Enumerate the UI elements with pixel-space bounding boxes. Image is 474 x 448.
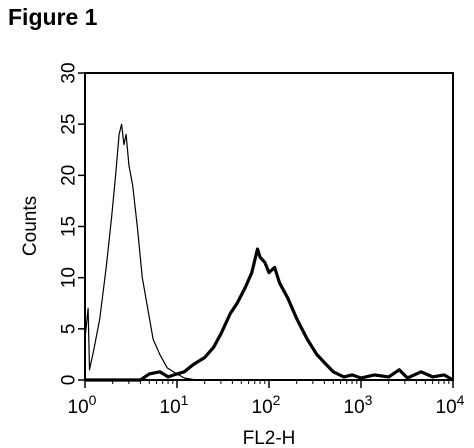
x-tick-label: 102 xyxy=(252,392,281,418)
x-axis-label: FL2-H xyxy=(243,428,296,448)
series-line-thin xyxy=(84,123,196,381)
plot-frame xyxy=(84,72,454,381)
y-tick-label: 25 xyxy=(59,114,80,135)
x-axis-ticks: 100 101 102 103 104 xyxy=(68,380,465,418)
x-tick-exponent: 2 xyxy=(273,392,281,408)
x-tick-exponent: 4 xyxy=(457,392,465,408)
x-tick-label: 103 xyxy=(344,392,373,418)
y-axis-ticks: 0 5 10 15 20 25 30 xyxy=(59,62,85,385)
x-tick-label: 100 xyxy=(68,392,97,418)
x-tick-exponent: 3 xyxy=(365,392,373,408)
series-layer xyxy=(84,123,454,382)
x-tick-exponent: 0 xyxy=(89,392,97,408)
x-tick-base: 10 xyxy=(252,397,273,418)
y-tick-label: 5 xyxy=(59,324,80,335)
y-tick-label: 20 xyxy=(59,165,80,186)
y-tick-label: 0 xyxy=(59,375,80,386)
x-tick-base: 10 xyxy=(160,397,181,418)
y-tick-label: 30 xyxy=(59,62,80,83)
figure-label: Figure 1 xyxy=(8,4,98,30)
y-axis-label: Counts xyxy=(20,196,41,256)
series-line-thick xyxy=(85,247,454,382)
x-tick-base: 10 xyxy=(344,397,365,418)
y-tick-label: 15 xyxy=(59,216,80,237)
x-tick-base: 10 xyxy=(436,397,457,418)
x-tick-base: 10 xyxy=(68,397,89,418)
y-tick-label: 10 xyxy=(59,267,80,288)
x-tick-label: 101 xyxy=(160,392,189,418)
x-tick-exponent: 1 xyxy=(181,392,189,408)
x-tick-label: 104 xyxy=(436,392,465,418)
